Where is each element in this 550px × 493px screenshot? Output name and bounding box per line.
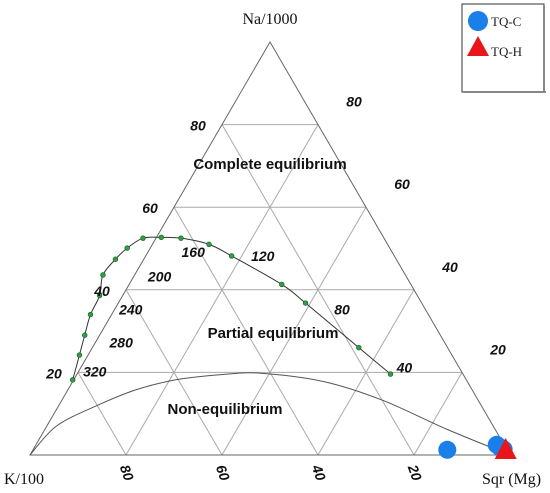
temperature-label: 240: [118, 302, 143, 318]
legend: TQ-C TQ-H: [461, 3, 546, 93]
temperature-label: 40: [396, 359, 413, 375]
bottom-edge-tick: 20: [404, 462, 425, 483]
left-edge-tick: 40: [93, 283, 110, 299]
equilibrium-point: [70, 377, 76, 383]
right-edge-tick: 40: [441, 259, 458, 275]
data-point-tq-h: [494, 438, 517, 459]
non-equilibrium-curve: [29, 372, 511, 456]
temperature-label: 200: [147, 269, 172, 285]
curves: [29, 234, 511, 456]
equilibrium-point: [279, 281, 285, 288]
equilibrium-point: [228, 253, 235, 259]
region-label-non: Non-equilibrium: [168, 401, 283, 418]
equilibrium-point: [82, 332, 88, 338]
equilibrium-point: [76, 352, 83, 358]
equilibrium-point: [140, 235, 146, 241]
equilibrium-point: [87, 311, 94, 318]
vertex-label-left: K/100: [4, 471, 44, 488]
bottom-edge-tick: 60: [213, 463, 233, 483]
equilibrium-point: [96, 292, 103, 299]
left-edge-tick: 20: [45, 365, 62, 381]
vertex-label-right: Sqr (Mg): [482, 471, 541, 488]
right-edge-tick: 20: [489, 341, 506, 357]
data-point-tq-c: [438, 440, 457, 459]
temperature-label: 320: [83, 364, 107, 380]
equilibrium-point: [124, 245, 130, 251]
legend-marker-tq-h: [467, 36, 489, 56]
equilibrium-point: [302, 300, 309, 306]
equilibrium-point: [387, 371, 394, 377]
data-points: [438, 435, 517, 459]
left-edge-tick: 60: [142, 200, 158, 216]
temperature-label: 80: [334, 302, 350, 318]
equilibrium-point: [178, 235, 184, 241]
grid-line: [317, 289, 415, 456]
temperature-label: 120: [251, 248, 275, 264]
grid-line: [413, 372, 463, 456]
right-edge-tick: 60: [394, 176, 410, 192]
region-label-complete: Complete equilibrium: [193, 156, 346, 173]
region-label-partial: Partial equilibrium: [208, 325, 339, 342]
equilibrium-point: [112, 256, 119, 262]
bottom-edge-tick: 40: [308, 462, 329, 483]
right-edge-tick: 80: [346, 94, 362, 110]
bottom-edge-tick: 80: [117, 463, 137, 483]
temperature-label: 160: [182, 244, 206, 260]
left-edge-tick: 80: [190, 118, 206, 134]
triangle-frame: [29, 41, 511, 456]
legend-marker-tq-c: [468, 11, 488, 31]
equilibrium-point: [158, 234, 164, 241]
temperature-label: 280: [109, 335, 134, 351]
vertex-label-top: Na/1000: [242, 11, 297, 28]
grid-line: [125, 289, 223, 456]
equilibrium-point: [356, 344, 362, 351]
equilibrium-point: [206, 241, 212, 248]
equilibrium-point: [100, 272, 106, 278]
grid-line: [173, 206, 319, 456]
legend-label-tq-c: TQ-C: [491, 14, 521, 29]
legend-label-tq-h: TQ-H: [491, 44, 522, 59]
grid-line: [77, 372, 127, 456]
grid-line: [221, 206, 367, 456]
